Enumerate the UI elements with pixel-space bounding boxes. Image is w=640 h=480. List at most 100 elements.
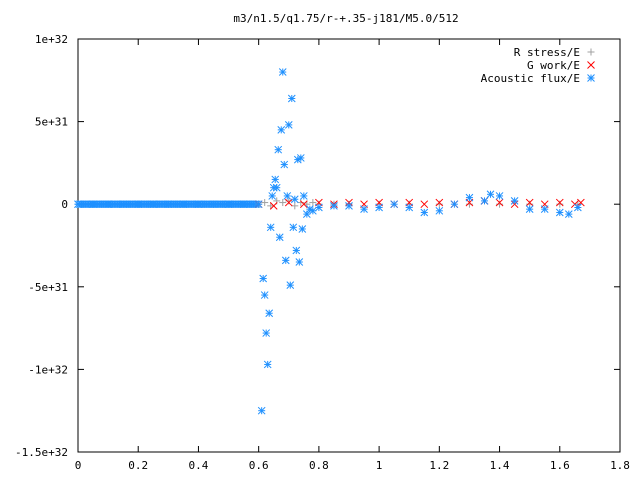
y-tick-label: -1.5e+32 [15,446,68,459]
series-2-point [262,329,271,337]
series-2-point-stroke [263,360,272,369]
series-2-point-stroke [405,203,414,212]
series-2-point [283,192,292,200]
series-0-point [309,199,317,207]
series-2-point-stroke [315,203,323,212]
series-2-point [573,203,582,212]
series-2-point-stroke [134,200,143,209]
series-2-point-stroke [306,205,314,214]
series-1-point-stroke [577,198,585,207]
series-1-point-stroke [269,201,278,210]
series-2-point-stroke [390,200,399,209]
legend-marker [587,74,595,82]
series-2-point [289,223,298,232]
series-2-point [239,200,248,209]
legend-marker [587,48,595,56]
x-tick-label: 1.4 [490,459,510,472]
series-2-point-stroke [420,208,429,217]
series-1 [254,197,585,210]
series-2-point-stroke [89,200,97,209]
series-2-point [119,200,128,209]
series-2-point [540,205,549,214]
series-2-point [299,192,308,200]
series-2-point-stroke [194,200,203,209]
series-2-point [510,197,519,205]
x-tick-label: 1.8 [610,459,630,472]
series-2-point-stroke [298,225,307,233]
series-1-point-stroke [435,198,444,207]
series-1-point-stroke [555,198,564,207]
series-2-point [254,200,263,209]
series-2-point-stroke [302,210,311,218]
series-2-point [495,192,504,200]
series-1-point-stroke [284,198,293,207]
series-2-point-stroke [254,200,263,209]
series-2-point [280,160,289,169]
series-2-point-stroke [257,406,266,415]
series-2-point [194,200,203,209]
series-layer [74,68,585,415]
series-2-point [179,200,188,209]
y-tick-label: 0 [61,198,68,211]
series-2-point-stroke [495,192,504,200]
series-2-point-stroke [480,197,489,205]
series-2-point [271,175,280,184]
series-2-point [74,200,82,209]
series-1-point [299,200,308,209]
series-2-point-stroke [564,210,573,218]
series-2-point [281,256,290,265]
series-1-point [269,201,278,210]
series-1-point [420,200,429,209]
series-2-point-stroke [277,126,286,134]
series-2-point [375,203,383,212]
series-2-point-stroke [450,200,459,209]
legend-label: Acoustic flux/E [481,72,580,85]
legend-marker-stroke [587,61,595,69]
series-2-point [274,145,283,154]
series-2-point [265,309,274,318]
series-2-point-stroke [525,205,534,214]
series-2-point-stroke [573,203,582,212]
y-tick-label: 5e+31 [35,116,68,129]
series-2-point [292,246,301,255]
series-2-point [263,360,272,369]
series-2-point [89,200,97,209]
y-tick-label: -1e+32 [28,363,68,376]
series-2-point [345,201,353,210]
series-2-point-stroke [296,154,305,162]
series-2-point [486,190,495,199]
series-0-point [279,199,287,207]
series-2-point-stroke [281,256,290,265]
axes: 0 0.2 0.4 0.6 0.8 1 1.2 1.4 1.6 1.8 1e+32 5e+31 0 -5e… [15,33,630,472]
legend-label: R stress/E [514,46,580,59]
series-2-point [564,210,573,218]
series-2-point-stroke [224,200,233,209]
series-2-point [224,200,233,209]
series-2-point-stroke [239,200,248,209]
series-2-point [290,195,299,204]
series-2-point-stroke [330,201,338,210]
series-2-point [272,183,281,192]
series-0-point [465,200,473,208]
y-tick-label: -5e+31 [28,281,68,294]
series-1-point-stroke [495,198,504,207]
series-2-point [315,203,323,212]
series-0-point [556,200,564,208]
series-2-point-stroke [435,206,444,215]
series-1-point [284,198,293,207]
series-1-point [555,198,564,207]
x-tick-label: 0 [75,459,82,472]
series-2-point [286,281,295,290]
series-1-point [495,198,504,207]
series-1-point [435,198,444,207]
series-2-point [296,154,305,162]
series-1-point [577,198,585,207]
series-2-point-stroke [292,246,301,255]
series-2-point [266,223,275,232]
x-tick-label: 1 [376,459,383,472]
series-2-point-stroke [119,200,128,209]
series-2-point [149,200,158,209]
series-2-point [480,197,489,205]
series-2-point-stroke [283,192,292,200]
